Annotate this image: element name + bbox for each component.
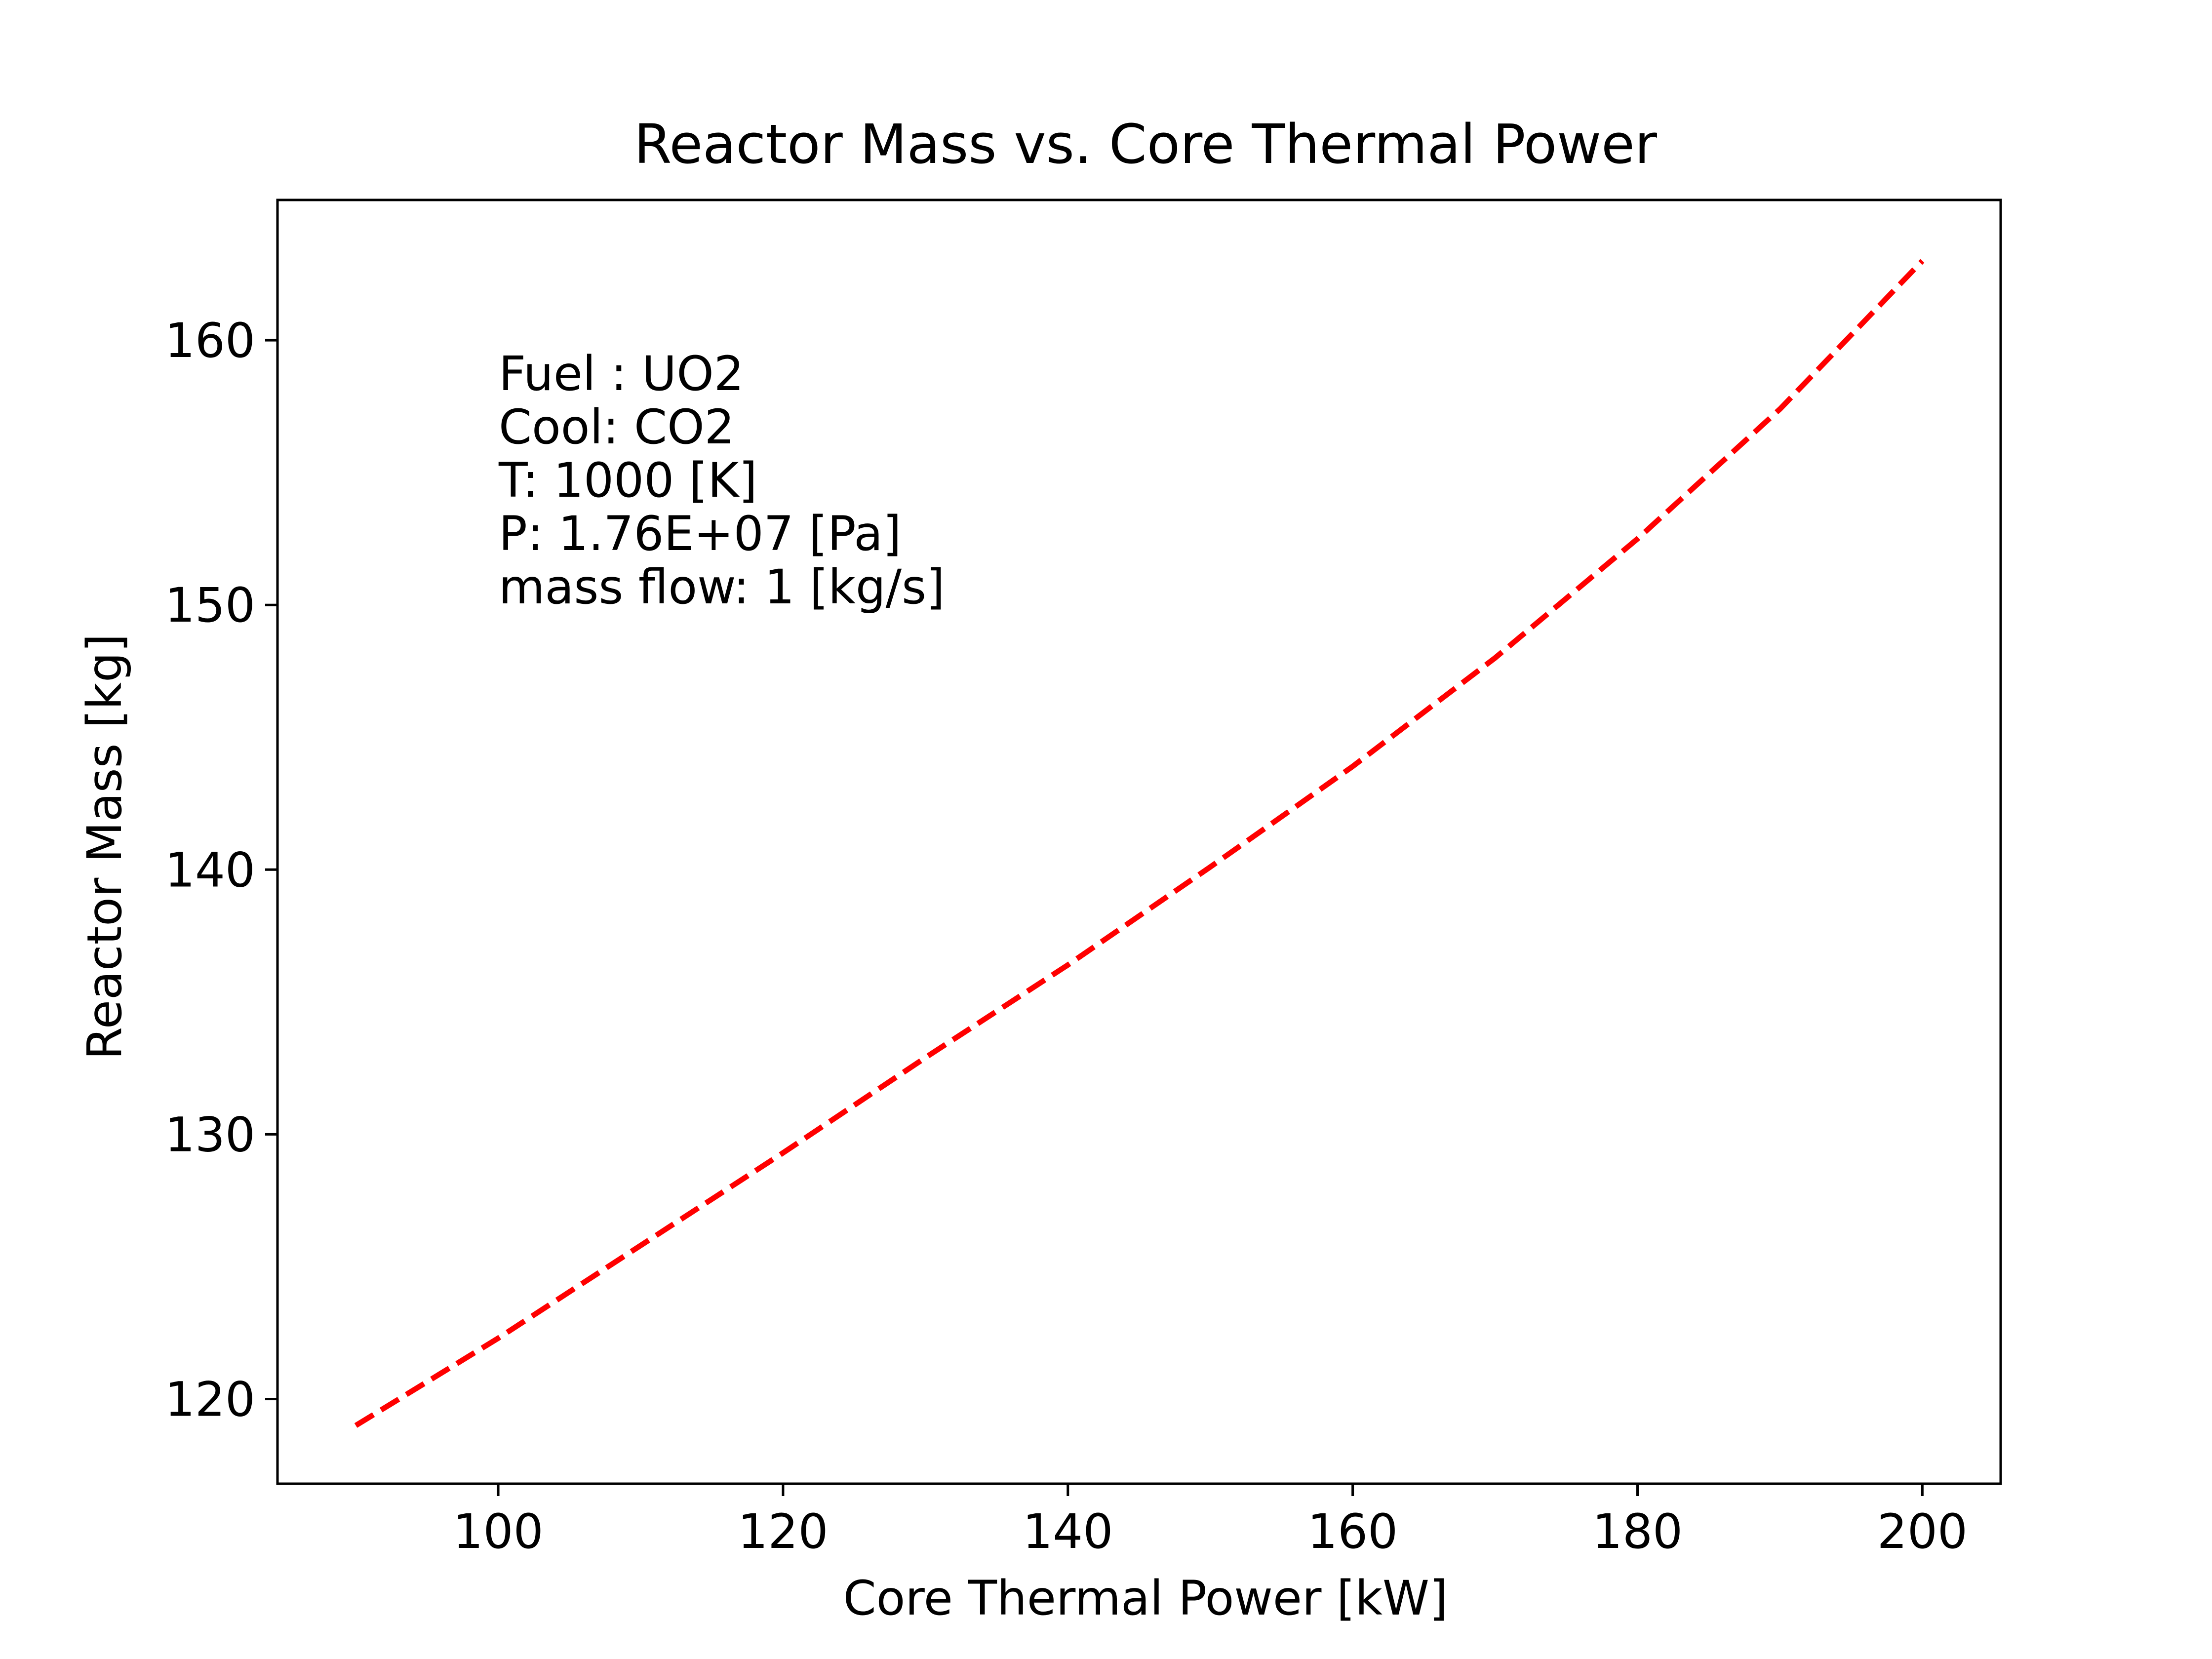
x-tick-label: 180 bbox=[1592, 1504, 1683, 1559]
annotation-line: P: 1.76E+07 [Pa] bbox=[499, 506, 902, 561]
chart-title: Reactor Mass vs. Core Thermal Power bbox=[634, 113, 1658, 176]
annotation-line: Fuel : UO2 bbox=[499, 346, 744, 401]
x-tick-label: 100 bbox=[453, 1504, 543, 1559]
y-axis-label: Reactor Mass [kg] bbox=[77, 633, 132, 1060]
y-tick-label: 150 bbox=[165, 578, 255, 633]
annotation-line: mass flow: 1 [kg/s] bbox=[499, 559, 945, 615]
y-tick-label: 120 bbox=[165, 1372, 255, 1427]
x-axis-label: Core Thermal Power [kW] bbox=[843, 1571, 1448, 1626]
annotation-line: Cool: CO2 bbox=[499, 399, 735, 455]
x-tick-label: 140 bbox=[1023, 1504, 1113, 1559]
annotation-box: Fuel : UO2 Cool: CO2 T: 1000 [K] P: 1.76… bbox=[498, 346, 945, 615]
axis-ticks: 100 120 140 160 180 200 120 130 140 150 160 bbox=[165, 313, 1968, 1559]
annotation-line: T: 1000 [K] bbox=[498, 453, 757, 508]
plot-area bbox=[354, 259, 1925, 1428]
x-tick-label: 120 bbox=[738, 1504, 828, 1559]
axes-frame bbox=[276, 198, 2002, 1485]
y-tick-label: 130 bbox=[165, 1107, 255, 1162]
y-tick-label: 160 bbox=[165, 313, 255, 368]
x-tick-label: 160 bbox=[1307, 1504, 1398, 1559]
x-tick-label: 200 bbox=[1877, 1504, 1968, 1559]
series-line bbox=[354, 259, 1925, 1428]
y-tick-label: 140 bbox=[165, 842, 255, 898]
